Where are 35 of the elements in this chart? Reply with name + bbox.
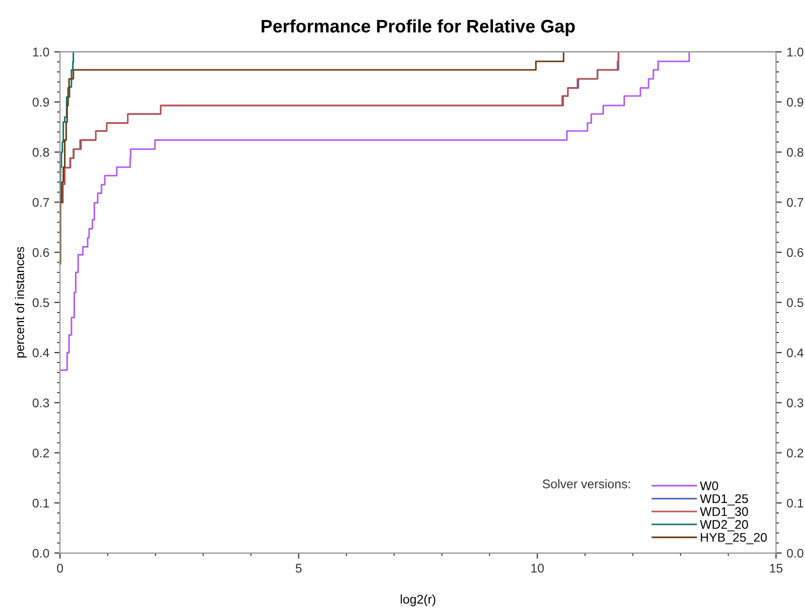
y2-tick-label: 0.1: [786, 498, 804, 508]
y-tick-label: 0.0: [32, 548, 50, 558]
y2-tick-label: 0.7: [786, 198, 804, 207]
y-tick-label: 0.8: [32, 148, 50, 157]
chart-title: Performance Profile for Relative Gap: [262, 19, 575, 36]
y-tick-label: 0.1: [32, 498, 49, 508]
x-tick-label: 15: [770, 564, 782, 573]
y-tick-label: 0.5: [32, 298, 50, 308]
legend-label: WD1_30: [700, 507, 748, 518]
y-tick-label: 1.0: [33, 48, 50, 56]
y-tick-label: 0.4: [32, 348, 50, 358]
legend-label: HYB_25_20: [700, 532, 767, 544]
legend-label: WD2_20: [700, 520, 748, 532]
y-tick-label: 0.6: [32, 248, 50, 257]
x-tick-label: 0: [56, 564, 63, 573]
y-tick-label: 0.2: [32, 448, 49, 458]
x-axis-title: log2(r): [400, 594, 436, 606]
y2-tick-label: 0.8: [786, 148, 804, 157]
y-tick-label: 0.9: [32, 98, 49, 107]
y2-tick-label: 0.5: [786, 298, 804, 308]
legend-label: WD1_25: [700, 494, 748, 506]
y-tick-label: 0.3: [32, 398, 50, 408]
y-tick-label: 0.7: [32, 198, 49, 207]
y2-tick-label: 0.0: [786, 548, 804, 558]
legend-title: Solver versions:: [542, 479, 630, 488]
x-tick-label: 10: [531, 564, 544, 573]
y2-tick-label: 0.2: [786, 448, 804, 458]
y2-tick-label: 0.4: [786, 348, 804, 358]
legend-label: W0: [700, 481, 718, 490]
y2-tick-label: 0.9: [786, 98, 804, 107]
x-tick-label: 5: [296, 564, 302, 573]
y2-tick-label: 0.6: [786, 248, 804, 257]
y-axis-title: percent of instances: [14, 246, 27, 358]
y2-tick-label: 1.0: [787, 48, 804, 56]
y2-tick-label: 0.3: [786, 398, 804, 408]
